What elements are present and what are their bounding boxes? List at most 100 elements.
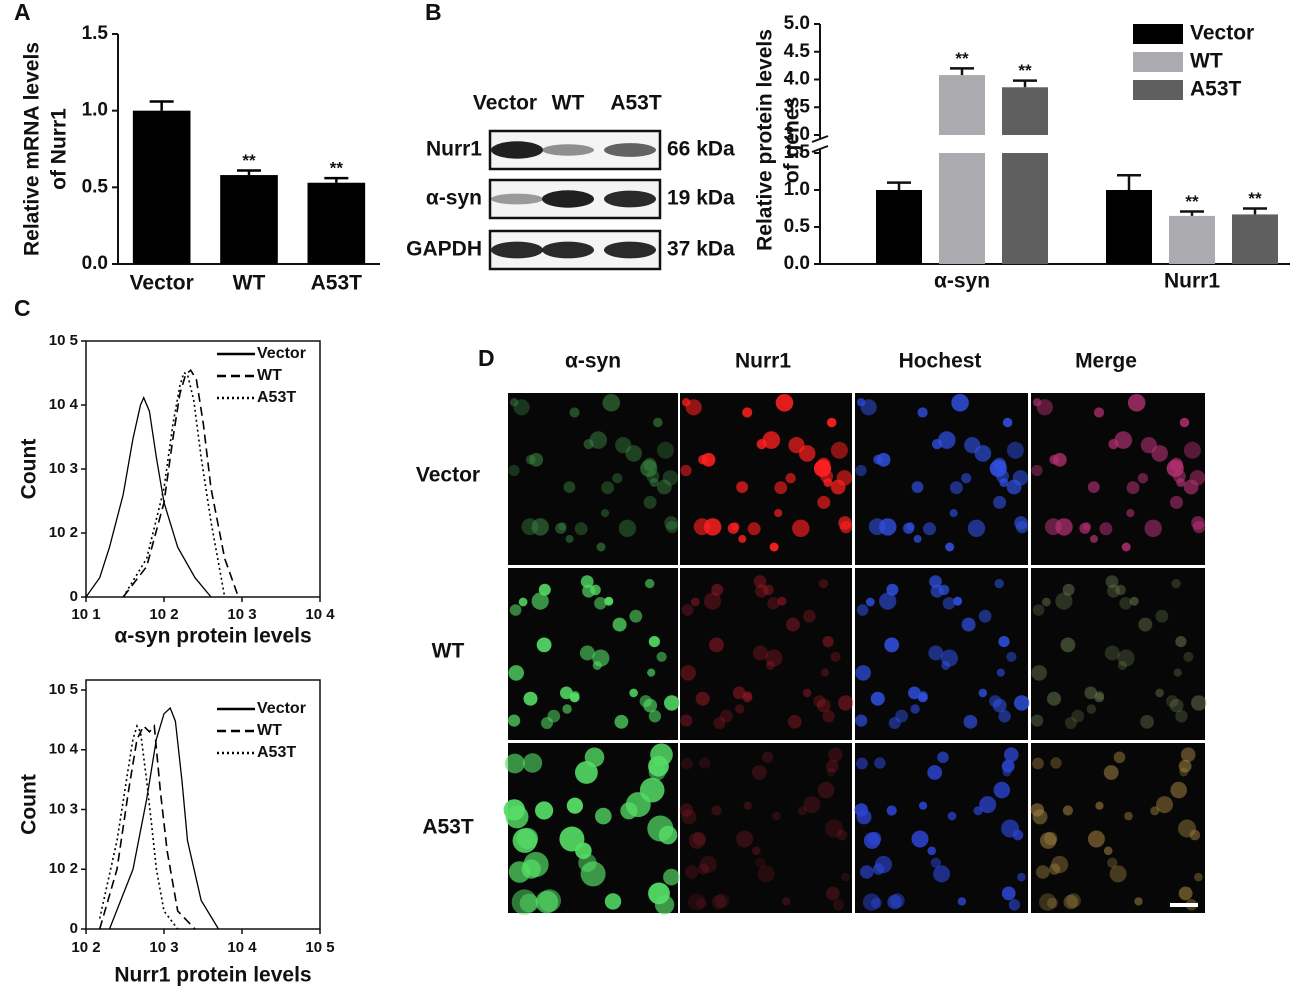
cell xyxy=(521,859,541,879)
x-tick-label: A53T xyxy=(311,272,363,295)
cell xyxy=(562,704,572,714)
cell xyxy=(830,441,848,459)
y-tick-label: 3.5 xyxy=(784,96,811,117)
micrograph-cell xyxy=(855,568,1030,740)
cell xyxy=(1103,765,1119,780)
cell xyxy=(817,781,835,799)
legend-label: WT xyxy=(257,722,282,739)
cell xyxy=(822,636,834,648)
legend-label: Vector xyxy=(1190,22,1254,45)
cell xyxy=(1064,717,1077,729)
legend-label: WT xyxy=(1190,50,1223,73)
cell xyxy=(1006,441,1024,459)
cell xyxy=(656,651,667,662)
cell xyxy=(950,481,963,495)
cell xyxy=(923,522,936,536)
axis-break xyxy=(811,145,829,153)
cell xyxy=(867,831,882,846)
cell xyxy=(993,781,1011,799)
cell xyxy=(1172,469,1186,483)
column-header: Hochest xyxy=(899,350,982,373)
cell xyxy=(785,473,796,484)
y-tick-label: 10 2 xyxy=(49,524,78,541)
cell xyxy=(930,857,941,868)
column-header: α-syn xyxy=(565,350,621,373)
cell xyxy=(818,578,829,589)
cell xyxy=(625,445,642,462)
cell xyxy=(719,709,733,723)
cell xyxy=(687,893,706,911)
cell xyxy=(735,704,745,714)
cell xyxy=(535,890,559,914)
cell xyxy=(1189,829,1201,841)
bar xyxy=(876,190,922,264)
histogram-line xyxy=(122,368,240,598)
cell xyxy=(782,897,791,906)
cell xyxy=(1114,431,1133,449)
cell xyxy=(903,522,915,534)
cell xyxy=(742,407,753,418)
cell xyxy=(1173,668,1182,677)
cell xyxy=(832,899,845,911)
blot-band xyxy=(604,241,656,259)
cell xyxy=(802,609,816,623)
cell xyxy=(1179,417,1190,428)
cell xyxy=(711,583,724,596)
cell xyxy=(803,796,821,814)
cell xyxy=(825,819,844,838)
cell xyxy=(927,846,936,856)
cell xyxy=(979,796,997,814)
cell xyxy=(612,473,623,484)
cell xyxy=(580,861,606,887)
legend-swatch xyxy=(1133,24,1183,44)
cell xyxy=(949,508,958,518)
blot-band xyxy=(491,241,543,259)
cell xyxy=(1109,865,1127,883)
cell xyxy=(1137,473,1149,484)
significance: ** xyxy=(1185,192,1199,211)
cell xyxy=(826,767,836,777)
cell xyxy=(917,407,928,418)
cell xyxy=(629,688,638,698)
blot-band xyxy=(604,190,656,208)
cell xyxy=(961,473,972,484)
y-tick-label: 3.0 xyxy=(784,124,810,145)
y-tick-label: 10 5 xyxy=(49,332,78,349)
cell xyxy=(645,578,655,589)
y-tick-label: 1.5 xyxy=(82,23,109,44)
cell xyxy=(1032,809,1048,825)
cell xyxy=(886,805,897,816)
cell xyxy=(569,407,580,418)
cell xyxy=(856,604,869,616)
cell xyxy=(998,710,1011,723)
histogram-line xyxy=(98,724,196,930)
bar xyxy=(132,110,191,265)
cell xyxy=(992,698,1007,713)
cell xyxy=(1107,584,1121,598)
cell xyxy=(656,479,672,495)
cell xyxy=(797,806,808,816)
cell xyxy=(953,596,963,606)
significance: ** xyxy=(955,49,969,68)
cell xyxy=(1044,518,1062,536)
axis-break xyxy=(811,135,829,143)
cell xyxy=(873,454,883,465)
cell xyxy=(1049,454,1060,465)
y-axis-label: Count xyxy=(18,774,41,835)
cell xyxy=(1178,759,1192,773)
cell xyxy=(1012,829,1024,841)
cell xyxy=(963,714,978,729)
cell xyxy=(838,695,854,711)
micrograph-cell xyxy=(680,568,854,740)
cell xyxy=(841,872,850,882)
cell xyxy=(765,649,783,667)
cell xyxy=(1134,897,1143,906)
cell xyxy=(703,592,722,610)
cell xyxy=(654,895,675,915)
cell xyxy=(1175,636,1187,648)
cell xyxy=(595,807,612,825)
cell xyxy=(887,894,902,910)
cell xyxy=(565,534,574,543)
histogram-line xyxy=(108,706,220,930)
bar xyxy=(220,175,278,264)
